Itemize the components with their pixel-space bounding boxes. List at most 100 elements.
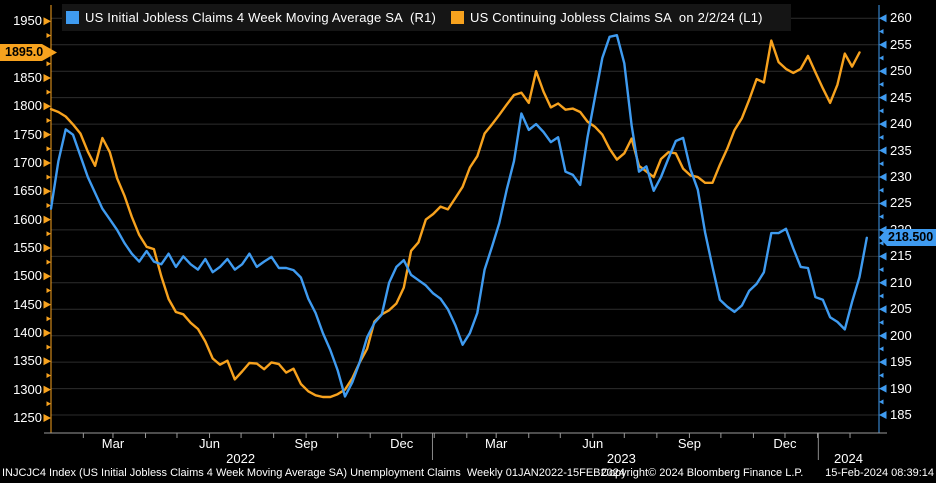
right-axis-minor-tick xyxy=(879,55,884,61)
left-axis-minor-tick xyxy=(46,117,51,123)
left-axis-tick-arrow xyxy=(43,300,51,309)
left-axis-tick-label: 1750 xyxy=(13,126,42,142)
continuing-claims-line[interactable] xyxy=(49,39,861,399)
left-axis-tick-arrow xyxy=(43,73,51,82)
x-axis-year-label: 2024 xyxy=(834,451,863,466)
right-axis-tick-arrow xyxy=(879,93,887,102)
footer-bar: INJCJC4 Index (US Initial Jobless Claims… xyxy=(0,464,936,483)
x-axis-month-label: Sep xyxy=(294,436,318,451)
right-axis-minor-tick xyxy=(879,108,884,114)
right-axis-tick-label: 210 xyxy=(890,274,912,290)
right-axis-tick-arrow xyxy=(879,120,887,129)
x-axis-month-label: Dec xyxy=(390,436,414,451)
left-axis-minor-tick xyxy=(46,344,51,350)
right-axis-minor-tick xyxy=(879,161,884,167)
right-axis-tick-label: 195 xyxy=(890,354,912,370)
initial-claims-line[interactable] xyxy=(49,34,868,398)
continuing-claims-swatch-icon xyxy=(451,11,464,24)
left-axis-tick-arrow xyxy=(43,272,51,281)
right-axis-minor-tick xyxy=(879,267,884,273)
left-axis-tick-arrow xyxy=(43,357,51,366)
right-axis-tick-label: 215 xyxy=(890,248,912,264)
left-axis-tick-label: 1300 xyxy=(13,381,42,397)
left-axis-tick-label: 1500 xyxy=(13,268,42,284)
right-axis-tick-label: 225 xyxy=(890,195,912,211)
right-axis-tick-arrow xyxy=(879,14,887,23)
right-axis-tick-label: 260 xyxy=(890,10,912,26)
left-axis-tick-arrow xyxy=(43,187,51,196)
right-axis-tick-label: 205 xyxy=(890,301,912,317)
left-axis-tick-arrow xyxy=(43,215,51,224)
right-axis-tick-arrow xyxy=(879,173,887,181)
left-axis-tick-label: 1350 xyxy=(13,353,42,369)
right-axis-minor-tick xyxy=(879,134,884,140)
left-axis-tick-arrow xyxy=(43,328,51,337)
left-axis-tick-label: 1450 xyxy=(13,296,42,312)
left-axis-minor-tick xyxy=(46,401,51,407)
left-axis-tick-arrow xyxy=(43,385,51,394)
legend-item-continuing-claims[interactable]: US Continuing Jobless Claims SA on 2/2/2… xyxy=(451,4,763,31)
initial-claims-last-value-badge[interactable]: 218.500 xyxy=(879,229,936,246)
initial-claims-swatch-icon xyxy=(66,11,79,24)
copyright-text: Copyright© 2024 Bloomberg Finance L.P. xyxy=(601,467,804,479)
right-axis-minor-tick xyxy=(879,372,884,378)
left-axis-minor-tick xyxy=(46,89,51,95)
right-axis-tick-label: 235 xyxy=(890,142,912,158)
left-axis-tick-label: 1650 xyxy=(13,183,42,199)
legend-label-initial-claims: US Initial Jobless Claims 4 Week Moving … xyxy=(85,10,437,25)
right-axis-minor-tick xyxy=(879,81,884,87)
x-axis-year-label: 2022 xyxy=(226,451,256,466)
x-axis-month-label: Mar xyxy=(484,436,508,451)
right-axis-tick-arrow xyxy=(879,305,887,314)
left-axis-tick-label: 1250 xyxy=(13,409,42,425)
right-axis-tick-arrow xyxy=(879,358,887,367)
right-axis-tick-label: 240 xyxy=(890,116,912,132)
right-axis-minor-tick xyxy=(879,29,884,35)
left-axis-tick-label: 1950 xyxy=(13,13,42,29)
left-axis-minor-tick xyxy=(46,231,51,237)
right-axis-minor-tick xyxy=(879,293,884,299)
continuing-claims-last-value-badge[interactable]: 1895.0 xyxy=(0,44,57,61)
left-axis-minor-tick xyxy=(46,146,51,152)
chart-legend: US Initial Jobless Claims 4 Week Moving … xyxy=(62,4,791,31)
left-axis-tick-arrow xyxy=(43,413,51,422)
x-axis-month-label: Jun xyxy=(582,436,604,451)
right-axis-tick-arrow xyxy=(879,40,887,49)
right-axis-minor-tick xyxy=(879,319,884,325)
left-axis-tick-arrow xyxy=(43,102,51,111)
left-axis-tick-arrow xyxy=(43,158,51,167)
right-axis-tick-label: 250 xyxy=(890,63,912,79)
right-axis-tick-label: 230 xyxy=(890,169,912,184)
left-axis-minor-tick xyxy=(46,61,51,67)
right-axis-tick-label: 185 xyxy=(890,407,912,423)
legend-item-initial-claims[interactable]: US Initial Jobless Claims 4 Week Moving … xyxy=(66,4,436,31)
left-axis-tick-label: 1400 xyxy=(13,324,42,340)
left-axis-minor-tick xyxy=(46,202,51,208)
left-axis-minor-tick xyxy=(46,287,51,293)
right-axis-minor-tick xyxy=(879,346,884,352)
right-axis-tick-arrow xyxy=(879,67,887,76)
timestamp-text: 15-Feb-2024 08:39:14 xyxy=(825,467,934,479)
left-axis-tick-arrow xyxy=(43,130,51,139)
right-axis-tick-arrow xyxy=(879,252,887,261)
x-axis-month-label: Dec xyxy=(773,436,797,451)
left-axis-tick-label: 1700 xyxy=(13,154,42,170)
right-axis-minor-tick xyxy=(879,187,884,193)
right-axis-tick-arrow xyxy=(879,199,887,208)
left-axis-tick-label: 1550 xyxy=(13,239,42,255)
legend-label-continuing-claims: US Continuing Jobless Claims SA on 2/2/2… xyxy=(470,10,763,25)
right-axis-tick-label: 245 xyxy=(890,89,912,105)
left-axis-tick-label: 1850 xyxy=(13,69,42,85)
right-axis-minor-tick xyxy=(879,214,884,220)
right-axis-tick-label: 255 xyxy=(890,36,912,52)
right-axis-tick-arrow xyxy=(879,146,887,155)
right-axis-tick-arrow xyxy=(879,278,887,287)
right-axis-tick-arrow xyxy=(879,411,887,420)
x-axis-month-label: Mar xyxy=(101,436,125,451)
x-axis-month-label: Jun xyxy=(199,436,221,451)
right-axis-minor-tick xyxy=(879,399,884,405)
right-axis-tick-arrow xyxy=(879,331,887,340)
left-axis-minor-tick xyxy=(46,259,51,265)
